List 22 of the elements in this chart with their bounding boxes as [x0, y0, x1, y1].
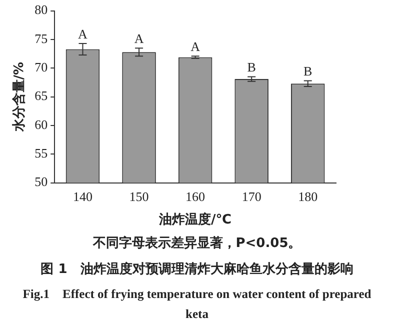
- annotation: A: [134, 30, 144, 46]
- annotation: A: [78, 26, 88, 42]
- y-tick-label: 65: [34, 88, 48, 104]
- text: 图 1 油炸温度对预调理清炸大麻哈鱼水分含量的影响: [40, 260, 354, 278]
- y-axis-title: 水分含量/%: [11, 62, 28, 133]
- y-tick-label: 55: [34, 146, 48, 161]
- text: 不同字母表示差异显著，P<0.05。: [92, 234, 302, 252]
- y-tick-label: 80: [34, 2, 48, 18]
- y-tick-label: 60: [34, 116, 48, 132]
- annotation: B: [247, 60, 256, 75]
- y-tick-label: 50: [34, 174, 48, 190]
- annotation: B: [304, 64, 313, 79]
- y-tick-label: 75: [34, 30, 48, 46]
- text: Fig.1 Effect of frying temperature on water content of prepared keta: [22, 286, 372, 323]
- x-tick-label: 140: [72, 189, 92, 204]
- annotation: A: [190, 39, 201, 54]
- x-axis-title: 油炸温度/℃: [158, 212, 232, 228]
- y-tick-label: 70: [34, 60, 48, 75]
- x-tick-label: 160: [186, 189, 206, 204]
- x-tick-label: 170: [242, 189, 262, 204]
- x-tick-label: 180: [298, 189, 318, 204]
- x-tick-label: 150: [129, 189, 149, 204]
